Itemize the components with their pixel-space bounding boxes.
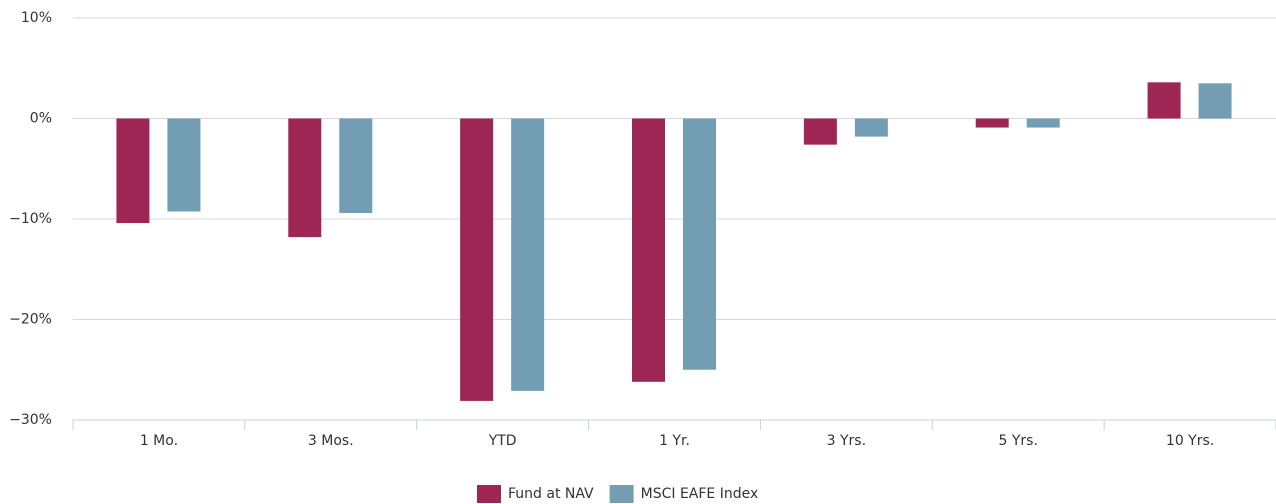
bar [854,118,888,137]
x-tick-label: 10 Yrs. [1166,433,1214,449]
x-tick-label: 3 Mos. [308,433,354,449]
x-tick-label: 3 Yrs. [827,433,866,449]
x-tick-label: YTD [488,433,517,449]
bar [1198,83,1232,119]
legend-swatch [609,485,634,503]
bar [683,118,716,370]
y-tick-label: 10% [21,10,52,26]
y-tick-label: −30% [9,412,52,428]
bar [167,118,201,212]
bar [1026,118,1060,128]
legend-swatch [477,485,501,503]
bar [1147,82,1181,119]
legend-label[interactable]: Fund at NAV [508,486,594,502]
x-tick-label: 1 Mo. [140,433,178,449]
y-tick-label: −10% [9,211,52,227]
bar [803,118,837,145]
y-tick-label: 0% [30,111,52,127]
legend-label[interactable]: MSCI EAFE Index [641,486,759,502]
bar [511,118,545,391]
y-tick-label: −20% [9,312,52,328]
bar [460,118,494,401]
bar [288,118,322,238]
bar [116,118,150,224]
bar [975,118,1009,128]
x-tick-label: 5 Yrs. [999,433,1038,449]
bar [339,118,373,213]
bar [632,118,665,382]
x-tick-label: 1 Yr. [659,433,690,449]
